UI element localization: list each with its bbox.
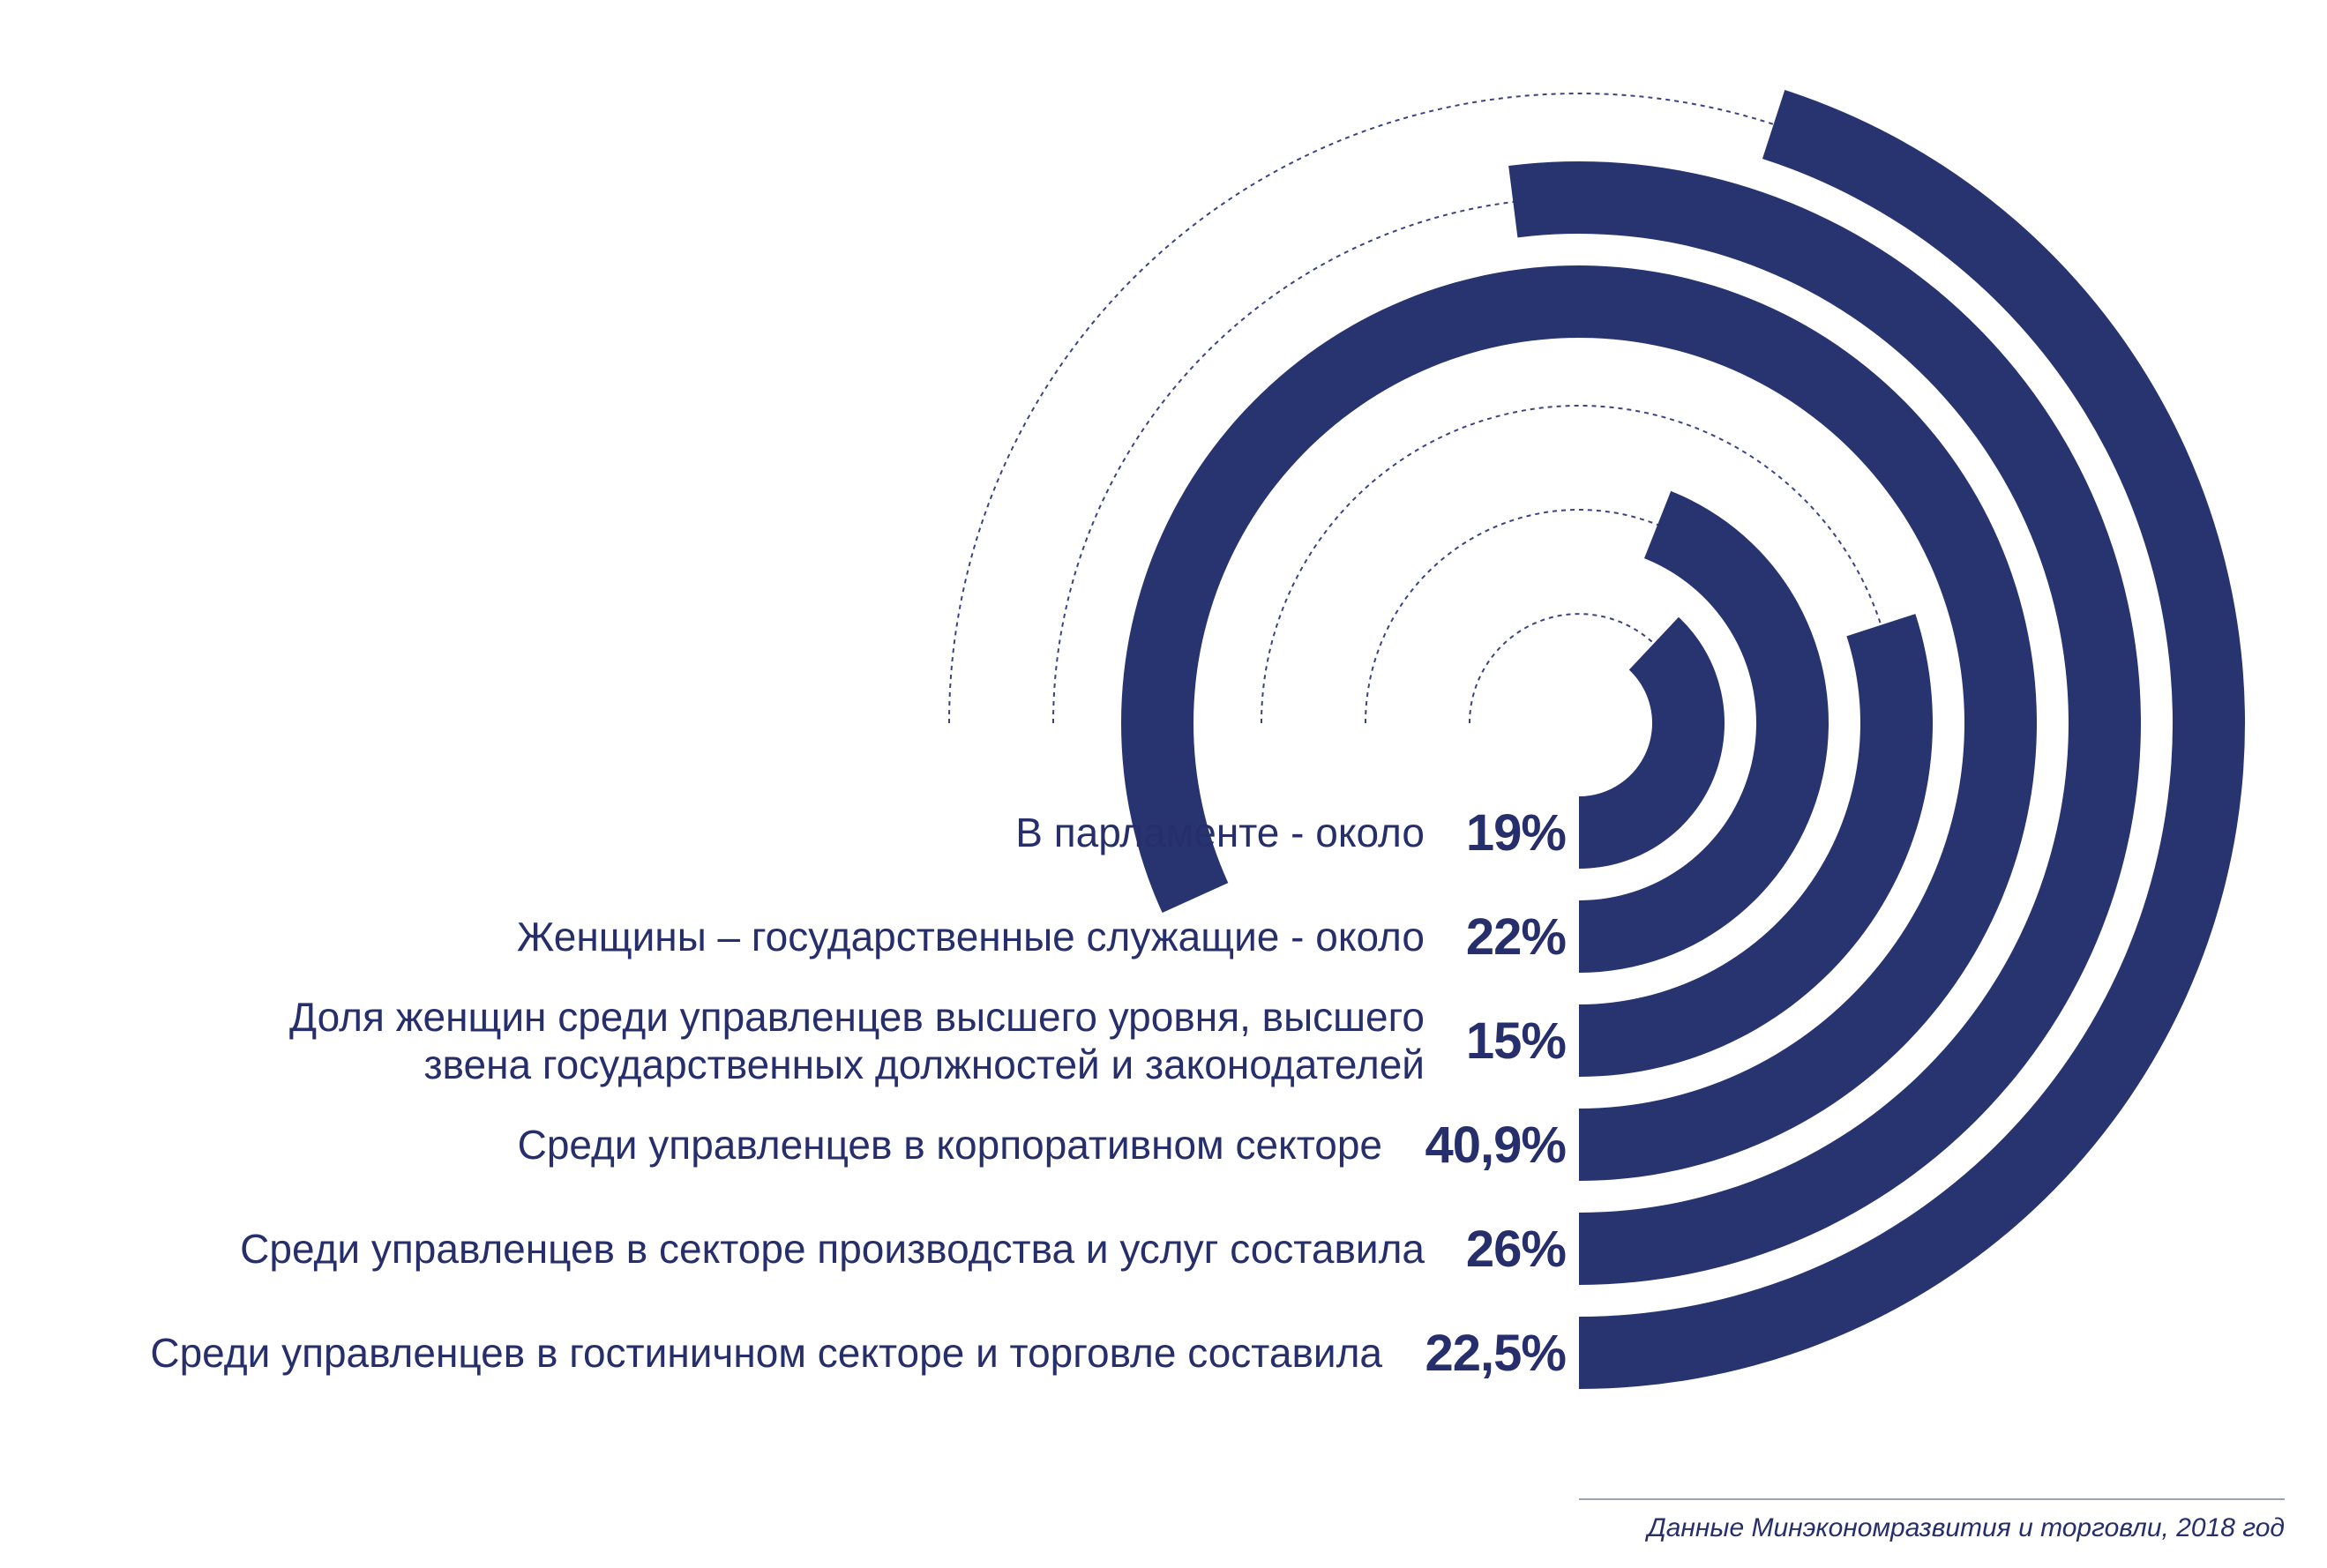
source-note: Данные Минэкономразвития и торговли, 201… bbox=[1645, 1513, 2285, 1542]
category-label: звена государственных должностей и закон… bbox=[423, 1042, 1425, 1087]
value-label: 40,9% bbox=[1425, 1116, 1567, 1174]
bar-arc bbox=[1579, 614, 1934, 1077]
guide-arc bbox=[1261, 405, 1897, 724]
value-label: 15% bbox=[1466, 1012, 1567, 1070]
bar-arc bbox=[1579, 89, 2245, 1389]
category-label: Среди управленцев в корпоративном сектор… bbox=[518, 1122, 1382, 1168]
category-label: Женщины – государственные служащие - око… bbox=[517, 914, 1425, 959]
bar-arc bbox=[1579, 490, 1829, 973]
category-label: Среди управленцев в гостиничном секторе … bbox=[150, 1330, 1382, 1376]
category-label: Среди управленцев в секторе производства… bbox=[240, 1226, 1425, 1272]
value-label: 22% bbox=[1466, 908, 1567, 966]
value-label: 22,5% bbox=[1425, 1325, 1567, 1382]
bar-arc bbox=[1508, 161, 2141, 1286]
value-label: 19% bbox=[1466, 804, 1567, 862]
category-label: Доля женщин среди управленцев высшего ур… bbox=[289, 994, 1425, 1040]
bar-arc bbox=[1579, 616, 1725, 869]
category-label: В парламенте - около bbox=[1015, 810, 1425, 855]
labels: 19% В парламенте - около 22% Женщины – госу… bbox=[150, 804, 1567, 1382]
bars bbox=[1121, 89, 2245, 1389]
value-label: 26% bbox=[1466, 1221, 1567, 1278]
